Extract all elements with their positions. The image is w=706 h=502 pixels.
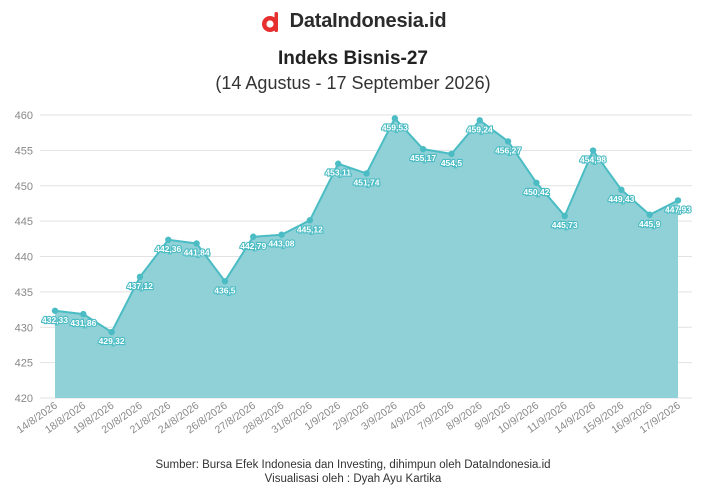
dataindonesia-logo-icon	[261, 11, 278, 32]
data-point	[51, 307, 59, 314]
data-label: 453,11	[325, 168, 351, 178]
data-point	[419, 145, 427, 153]
data-point	[646, 211, 653, 218]
data-label: 431,86	[70, 318, 96, 328]
data-point	[561, 212, 568, 220]
data-point	[278, 231, 285, 238]
data-label: 459,24	[467, 124, 493, 134]
data-label: 456,27	[495, 145, 521, 155]
chart-footer: Sumber: Bursa Efek Indonesia dan Investi…	[0, 458, 706, 486]
data-point	[533, 179, 540, 186]
data-label: 429,32	[99, 336, 125, 346]
y-tick-label: 420	[15, 393, 33, 405]
data-label: 449,43	[608, 194, 634, 204]
y-tick-label: 435	[15, 287, 33, 299]
data-label: 451,74	[354, 177, 380, 187]
data-label: 447,93	[665, 204, 691, 214]
brand-header: DataIndonesia.id	[0, 10, 706, 33]
y-tick-label: 425	[15, 358, 33, 370]
data-point	[108, 328, 115, 336]
data-label: 445,9	[639, 219, 661, 229]
chart-title: Indeks Bisnis-27	[278, 48, 428, 69]
y-tick-label: 455	[15, 145, 33, 157]
data-label: 441,84	[184, 247, 210, 257]
data-label: 454,98	[580, 155, 606, 165]
visualization-credit: Visualisasi oleh : Dyah Ayu Kartika	[264, 473, 442, 485]
data-point	[334, 160, 342, 167]
data-point	[221, 278, 229, 285]
y-tick-label: 445	[15, 216, 33, 228]
data-label: 443,08	[269, 239, 295, 249]
data-point	[504, 138, 512, 145]
data-point	[618, 186, 625, 193]
data-point	[448, 150, 455, 158]
data-point	[363, 170, 370, 177]
brand-name: DataIndonesia.id	[289, 10, 447, 32]
data-point	[589, 147, 597, 154]
data-point	[306, 217, 314, 224]
data-label: 436,5	[214, 285, 236, 295]
data-point	[250, 233, 257, 240]
data-point	[165, 236, 172, 244]
data-point	[391, 115, 399, 122]
data-label: 432,33	[42, 315, 68, 325]
data-point	[80, 310, 87, 318]
data-point	[476, 117, 483, 124]
data-label: 459,53	[382, 122, 408, 132]
data-label: 454,5	[441, 158, 463, 168]
data-label: 445,73	[552, 220, 578, 230]
data-label: 437,12	[127, 281, 153, 291]
area-fill	[55, 118, 678, 398]
data-label: 442,79	[240, 241, 266, 251]
chart-subtitle: (14 Agustus - 17 September 2026)	[215, 73, 491, 93]
data-label: 445,12	[297, 224, 323, 234]
y-tick-label: 430	[15, 322, 33, 334]
data-label: 442,36	[155, 244, 181, 254]
y-tick-label: 440	[15, 252, 33, 264]
data-label: 450,42	[523, 187, 549, 197]
y-tick-label: 450	[15, 181, 33, 193]
y-tick-label: 460	[15, 110, 33, 122]
data-point	[136, 273, 144, 281]
data-label: 455,17	[410, 153, 436, 163]
source-note: Sumber: Bursa Efek Indonesia dan Investi…	[155, 459, 551, 471]
data-point	[193, 240, 200, 247]
data-point	[674, 197, 682, 204]
